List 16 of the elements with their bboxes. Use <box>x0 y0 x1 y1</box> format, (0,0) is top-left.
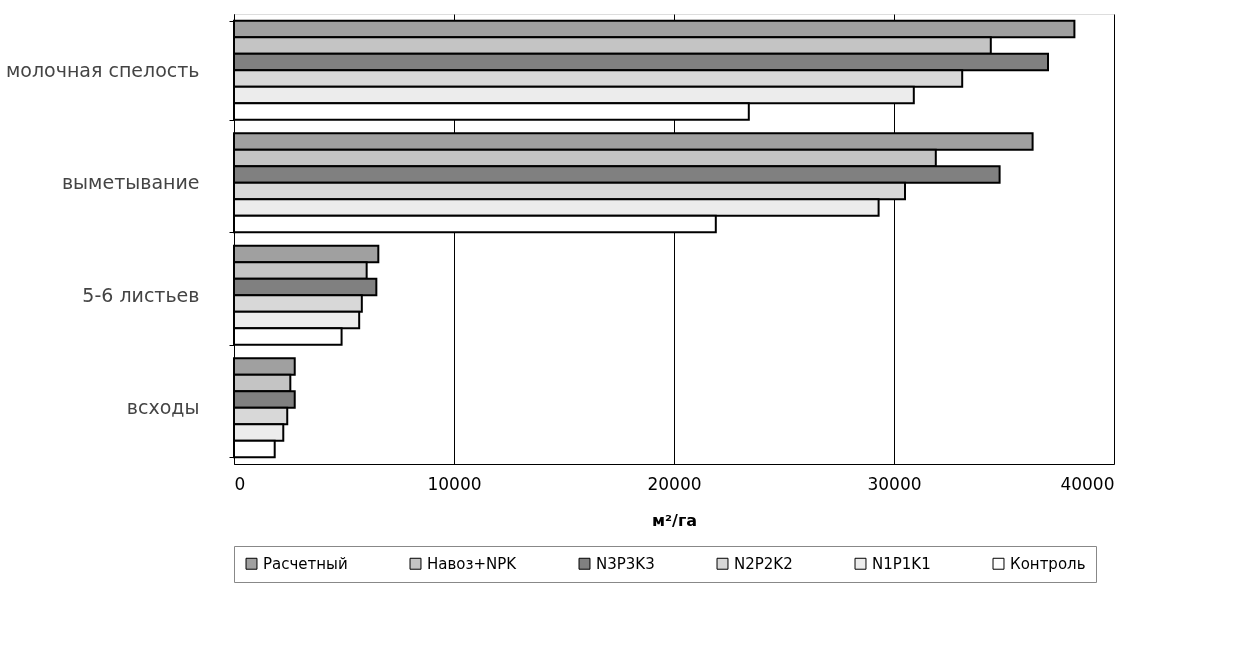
legend-label: Контроль <box>1010 554 1086 573</box>
legend-label: N2P2K2 <box>734 554 793 573</box>
y-tick-label: выметывание <box>61 171 200 194</box>
x-tick-label: 0 <box>234 473 246 494</box>
legend-label: Навоз+NPK <box>427 554 518 573</box>
y-tick-label: 5-6 листьев <box>82 283 200 306</box>
legend-label: N3P3K3 <box>596 554 655 573</box>
legend-label: Расчетный <box>263 554 348 573</box>
x-axis-title: м²/га <box>651 510 698 530</box>
y-tick-label: молочная спелость <box>5 58 200 81</box>
legend-label: N1P1K1 <box>872 554 931 573</box>
x-tick-label: 40000 <box>1060 473 1115 494</box>
x-tick-label: 20000 <box>647 473 702 494</box>
x-tick-label: 30000 <box>867 473 922 494</box>
x-tick-label: 10000 <box>427 473 482 494</box>
y-tick-label: всходы <box>126 396 200 419</box>
